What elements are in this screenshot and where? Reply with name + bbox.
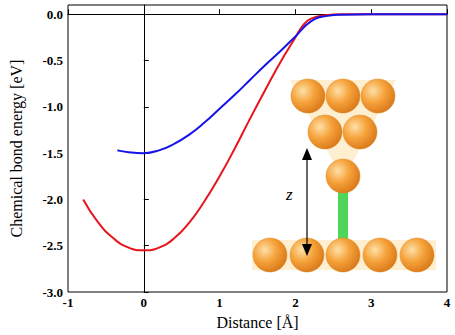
svg-text:-2.5: -2.5 [42, 238, 63, 253]
svg-text:-1.0: -1.0 [42, 99, 63, 114]
svg-text:-3.0: -3.0 [42, 285, 63, 300]
svg-text:-2.0: -2.0 [42, 192, 63, 207]
svg-text:-1.5: -1.5 [42, 146, 63, 161]
svg-text:-0.5: -0.5 [42, 53, 63, 68]
svg-text:4: 4 [444, 295, 451, 310]
svg-text:-1: -1 [63, 295, 74, 310]
svg-text:0: 0 [141, 295, 148, 310]
svg-text:Chemical bond energy [eV]: Chemical bond energy [eV] [8, 60, 26, 238]
svg-text:3: 3 [368, 295, 375, 310]
svg-text:0.0: 0.0 [47, 7, 63, 22]
svg-text:z: z [285, 185, 293, 204]
svg-text:Distance [Å]: Distance [Å] [216, 314, 298, 331]
svg-text:2: 2 [292, 295, 299, 310]
svg-text:1: 1 [216, 295, 223, 310]
